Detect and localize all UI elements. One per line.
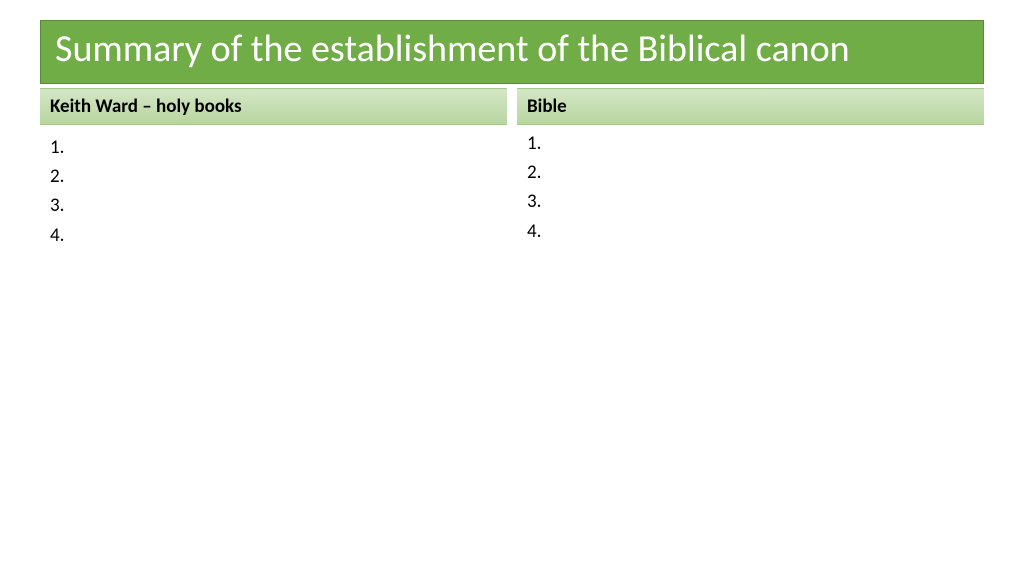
- column-body-right: 1. 2. 3. 4.: [517, 125, 984, 255]
- column-header-label: Bible: [527, 95, 974, 118]
- column-header-left: Keith Ward – holy books: [40, 88, 507, 125]
- column-header-label: Keith Ward – holy books: [50, 95, 497, 118]
- column-body-left: 1. 2. 3. 4.: [40, 125, 507, 259]
- column-left: Keith Ward – holy books 1. 2. 3. 4.: [40, 88, 507, 259]
- list-item: 1.: [527, 129, 974, 158]
- columns-container: Keith Ward – holy books 1. 2. 3. 4. Bibl…: [40, 88, 984, 259]
- column-header-right: Bible: [517, 88, 984, 125]
- column-right: Bible 1. 2. 3. 4.: [517, 88, 984, 259]
- list-item: 2.: [527, 158, 974, 187]
- title-bar: Summary of the establishment of the Bibl…: [40, 20, 984, 84]
- list-item: 3.: [527, 187, 974, 216]
- list-item: 1.: [50, 133, 497, 162]
- list-item: 2.: [50, 162, 497, 191]
- list-item: 3.: [50, 191, 497, 220]
- slide-title: Summary of the establishment of the Bibl…: [55, 27, 969, 73]
- list-item: 4.: [527, 217, 974, 246]
- list-item: 4.: [50, 221, 497, 250]
